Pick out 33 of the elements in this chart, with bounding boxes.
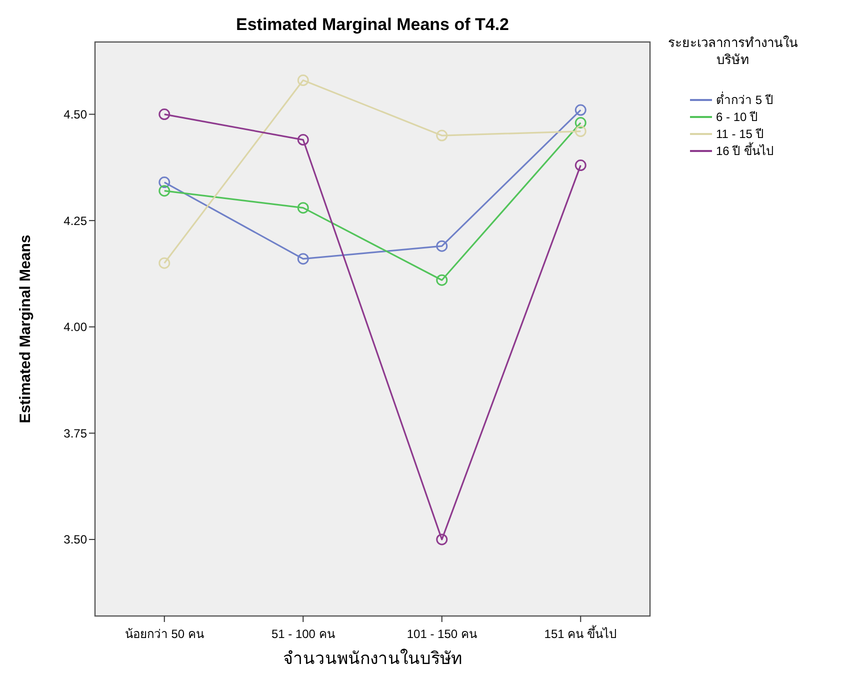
- point: [158, 257, 170, 269]
- point: [297, 202, 309, 214]
- point: [436, 130, 448, 142]
- y-axis-title: Estimated Marginal Means: [17, 234, 34, 424]
- chart-title: Estimated Marginal Means of T4.2: [236, 15, 510, 34]
- point: [297, 134, 309, 146]
- point: [436, 534, 448, 546]
- point: [436, 274, 448, 286]
- point: [297, 74, 309, 86]
- legend-label: 6 - 10 ปี: [716, 110, 758, 124]
- y-tick-label: 3.75: [64, 426, 88, 440]
- point: [574, 160, 586, 172]
- x-axis-title: จำนวนพนักงานในบริษัท: [283, 648, 462, 668]
- point: [574, 126, 586, 138]
- point: [574, 104, 586, 116]
- legend-label: 11 - 15 ปี: [716, 127, 764, 142]
- y-tick-label: 4.50: [64, 107, 88, 122]
- x-tick-label: 101 - 150 คน: [406, 627, 477, 641]
- x-tick-label: 51 - 100 คน: [271, 627, 335, 641]
- point: [574, 117, 586, 129]
- legend-label: ต่ำกว่า 5 ปี: [716, 91, 774, 108]
- point: [436, 240, 448, 252]
- point: [158, 108, 170, 120]
- point: [158, 185, 170, 197]
- y-tick-label: 4.25: [64, 214, 88, 228]
- legend-label: 16 ปี ขึ้นไป: [716, 142, 774, 158]
- x-tick-label: น้อยกว่า 50 คน: [124, 627, 204, 641]
- y-tick-label: 3.50: [64, 532, 88, 547]
- point: [297, 253, 309, 265]
- point: [158, 176, 170, 188]
- y-tick-label: 4.00: [64, 320, 88, 334]
- x-tick-label: 151 คน ขึ้นไป: [544, 625, 617, 641]
- legend-title: ระยะเวลาการทำงานในบริษัท: [667, 34, 799, 68]
